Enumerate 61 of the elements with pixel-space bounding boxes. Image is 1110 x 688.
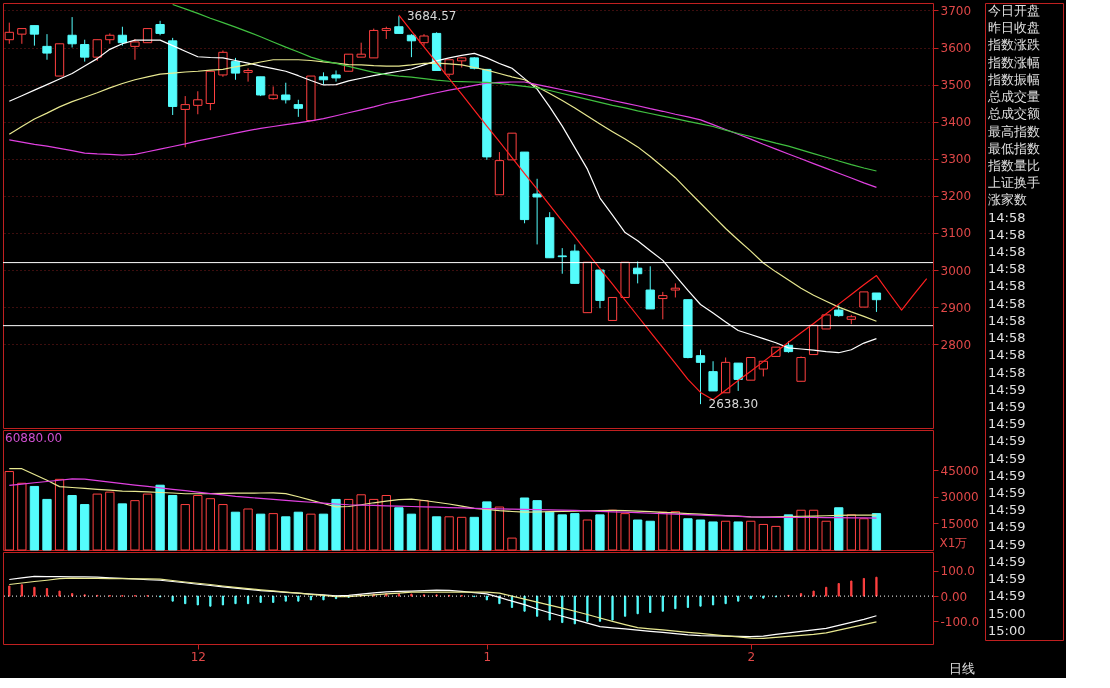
y-tick-label: 0.00: [940, 589, 968, 604]
text: 14:58: [988, 244, 1026, 260]
text: 14:58: [988, 330, 1026, 346]
text: 14:59: [988, 502, 1026, 518]
text: 14:58: [988, 312, 1026, 328]
x-tick-label: 2: [747, 649, 756, 664]
y-tick-label: 30000: [940, 490, 979, 505]
y-tick-label: 100.0: [940, 564, 975, 579]
text: 14:59: [988, 398, 1026, 414]
text: 14:58: [988, 278, 1026, 294]
text: 14:59: [988, 485, 1026, 501]
text: 最低指数: [988, 140, 1040, 156]
y-tick-label: 45000: [940, 463, 979, 478]
text: 15:00: [988, 622, 1026, 638]
text: 总成交量: [987, 89, 1040, 105]
text: 上证换手: [988, 175, 1040, 191]
text: 14:59: [988, 416, 1026, 432]
y-tick-label: 3200: [940, 189, 972, 204]
text: 14:59: [988, 450, 1026, 466]
y-tick-label: 3600: [940, 41, 972, 55]
y-tick-label: -100.0: [940, 614, 980, 629]
annotation: 2638.30: [708, 397, 759, 412]
text: 15:00: [988, 605, 1026, 621]
y-tick-label: 3500: [940, 78, 972, 93]
text: 14:59: [988, 519, 1026, 535]
text: 今日开盘: [988, 3, 1040, 18]
text: 最高指数: [988, 123, 1040, 139]
text: 14:59: [988, 536, 1026, 552]
text: 14:58: [988, 226, 1026, 242]
x-tick-label: 1: [483, 649, 492, 664]
annotation: 3684.57: [406, 9, 457, 24]
text: 涨家数: [988, 192, 1027, 208]
y-tick-label: 2800: [940, 337, 972, 352]
y-tick-label: 3000: [940, 263, 972, 278]
text: 14:58: [988, 364, 1026, 380]
text: 总成交额: [987, 106, 1040, 122]
text: 指数振幅: [987, 71, 1040, 87]
text: 14:58: [988, 209, 1026, 225]
y-tick-label: 2900: [940, 300, 972, 315]
y-tick-label: 3400: [940, 115, 972, 130]
x-tick-label: 12: [190, 649, 206, 664]
text: 14:59: [988, 588, 1026, 604]
text: 14:59: [988, 553, 1026, 569]
y-tick-label: 3700: [940, 3, 972, 18]
x-axis-title: 日线: [948, 660, 975, 676]
y-tick-label: 3100: [940, 226, 972, 241]
text: 昨日收盘: [988, 20, 1040, 36]
y-tick-label: 3300: [940, 152, 972, 167]
y-tick-label: 15000: [940, 516, 979, 531]
text: 14:59: [988, 467, 1026, 483]
text: 14:58: [988, 347, 1026, 363]
y-axis-title: X1万: [939, 535, 968, 550]
text: 14:59: [988, 381, 1026, 397]
text: 指数涨幅: [987, 54, 1040, 70]
text: 14:59: [988, 433, 1026, 449]
text: 指数量比: [987, 157, 1040, 173]
annotation: 60880.00: [5, 431, 63, 445]
text: 指数涨跌: [987, 37, 1040, 53]
text: 14:58: [988, 295, 1026, 311]
text: 14:58: [988, 261, 1026, 277]
text: 14:59: [988, 571, 1026, 587]
